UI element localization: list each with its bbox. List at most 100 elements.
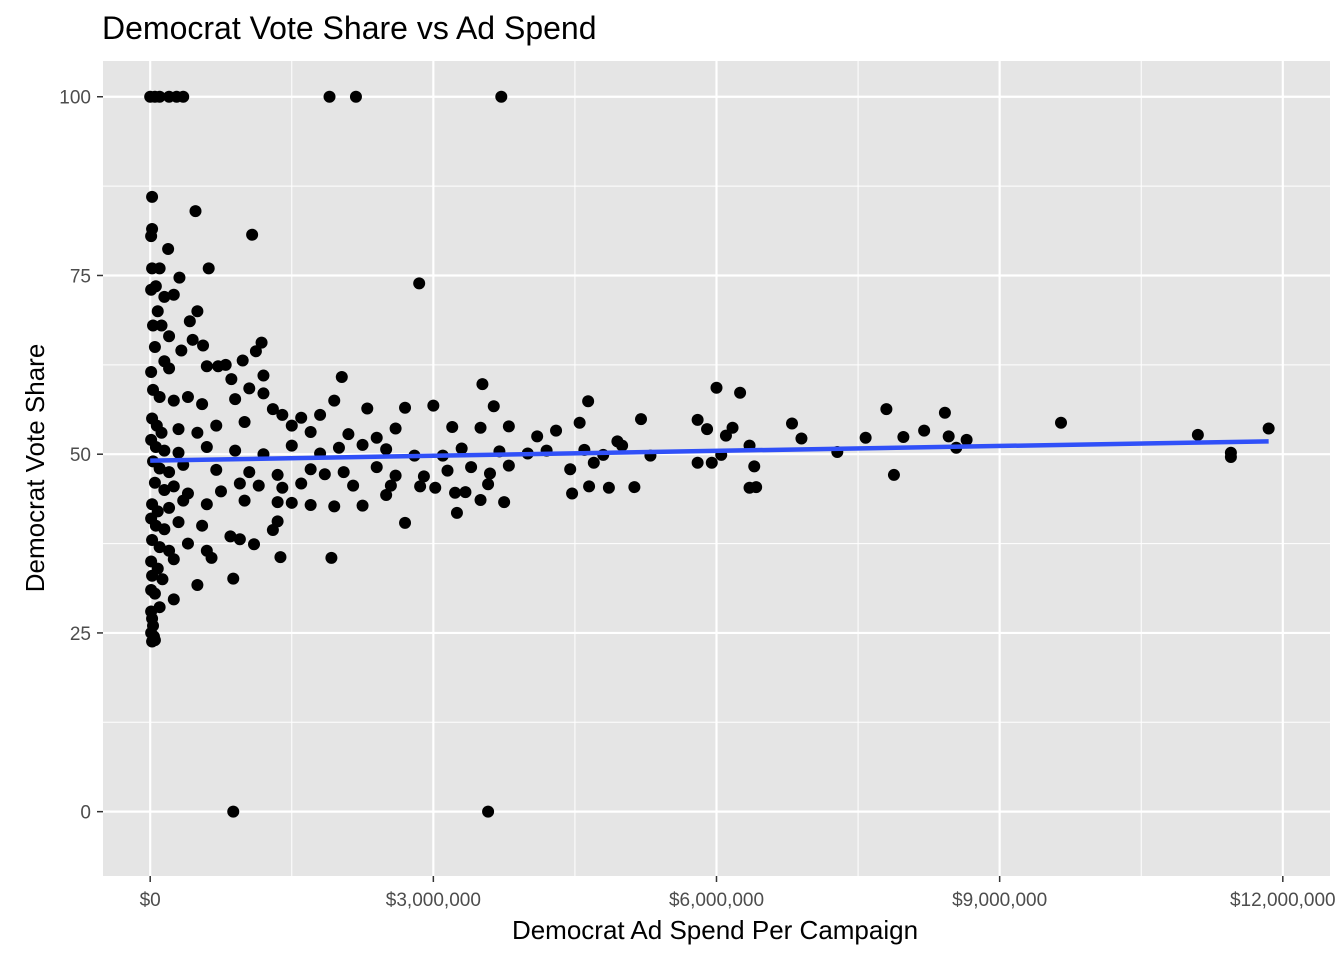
data-point xyxy=(196,519,209,532)
data-point xyxy=(583,480,596,493)
data-point xyxy=(163,466,176,479)
data-point xyxy=(380,443,393,456)
data-point xyxy=(441,464,454,477)
data-point xyxy=(634,413,647,426)
y-tick-label: 50 xyxy=(70,445,91,466)
y-tick-label: 75 xyxy=(70,266,91,287)
data-point xyxy=(219,358,232,371)
data-point xyxy=(167,593,180,606)
data-point xyxy=(691,413,704,426)
data-point xyxy=(616,439,629,452)
data-point xyxy=(147,319,160,332)
data-point xyxy=(449,486,462,499)
data-point xyxy=(1224,451,1237,464)
data-point xyxy=(587,456,600,469)
data-point xyxy=(246,228,259,241)
data-point xyxy=(149,280,162,293)
data-point xyxy=(887,468,900,481)
data-point xyxy=(427,399,440,412)
x-axis-title: Democrat Ad Spend Per Campaign xyxy=(512,915,918,945)
data-point xyxy=(156,573,169,586)
data-point xyxy=(389,422,402,435)
data-point xyxy=(196,398,209,411)
data-point xyxy=(602,481,615,494)
data-point xyxy=(186,333,199,346)
data-point xyxy=(197,339,210,352)
data-point xyxy=(155,426,168,439)
x-tick-label: $0 xyxy=(140,890,161,911)
y-axis-ticks: 0 25 50 75 100 xyxy=(59,88,103,824)
data-point xyxy=(153,462,166,475)
data-point xyxy=(202,262,215,275)
data-point xyxy=(795,432,808,445)
data-point xyxy=(249,345,262,358)
data-point xyxy=(271,496,284,509)
data-point xyxy=(205,551,218,564)
data-point xyxy=(483,467,496,480)
data-point xyxy=(384,479,397,492)
data-point xyxy=(325,551,338,564)
data-point xyxy=(495,90,508,103)
data-point xyxy=(233,477,246,490)
data-point xyxy=(531,430,544,443)
data-point xyxy=(897,431,910,444)
data-point xyxy=(323,90,336,103)
data-point xyxy=(573,416,586,429)
data-point xyxy=(748,460,761,473)
data-point xyxy=(880,403,893,416)
data-point xyxy=(455,442,468,455)
data-point xyxy=(191,426,204,439)
data-point xyxy=(498,496,511,509)
data-point xyxy=(158,523,171,536)
data-point xyxy=(399,516,412,529)
data-point xyxy=(158,290,171,303)
data-point xyxy=(191,579,204,592)
chart-title: Democrat Vote Share vs Ad Spend xyxy=(102,10,597,46)
data-point xyxy=(337,466,350,479)
data-point xyxy=(332,441,345,454)
data-point xyxy=(960,433,973,446)
data-point xyxy=(389,469,402,482)
y-axis-title: Democrat Vote Share xyxy=(20,344,50,593)
data-point xyxy=(257,369,270,382)
data-point xyxy=(318,468,331,481)
data-point xyxy=(271,468,284,481)
data-point xyxy=(413,277,426,290)
data-point xyxy=(243,382,256,395)
data-point xyxy=(370,461,383,474)
data-point xyxy=(146,262,159,275)
data-point xyxy=(465,461,478,474)
data-point xyxy=(942,430,955,443)
data-point xyxy=(918,424,931,437)
data-point xyxy=(274,551,287,564)
data-point xyxy=(146,569,159,582)
data-point xyxy=(162,243,175,256)
data-point xyxy=(145,230,158,243)
data-point xyxy=(361,402,374,415)
data-point xyxy=(564,463,577,476)
data-point xyxy=(750,481,763,494)
data-point xyxy=(172,423,185,436)
data-point xyxy=(163,362,176,375)
data-point xyxy=(257,387,270,400)
data-point xyxy=(266,523,279,536)
data-point xyxy=(474,421,487,434)
data-point xyxy=(705,456,718,469)
data-point xyxy=(502,420,515,433)
x-tick-label: $3,000,000 xyxy=(386,890,481,911)
data-point xyxy=(200,441,213,454)
data-point xyxy=(214,485,227,498)
data-point xyxy=(342,428,355,441)
data-point xyxy=(566,487,579,500)
data-point xyxy=(177,494,190,507)
data-point xyxy=(167,394,180,407)
data-point xyxy=(238,416,251,429)
x-tick-label: $6,000,000 xyxy=(669,890,764,911)
data-point xyxy=(285,439,298,452)
data-point xyxy=(628,481,641,494)
data-point xyxy=(304,498,317,511)
data-point xyxy=(248,538,261,551)
data-point xyxy=(153,391,166,404)
data-point xyxy=(146,635,159,648)
data-point xyxy=(450,506,463,519)
